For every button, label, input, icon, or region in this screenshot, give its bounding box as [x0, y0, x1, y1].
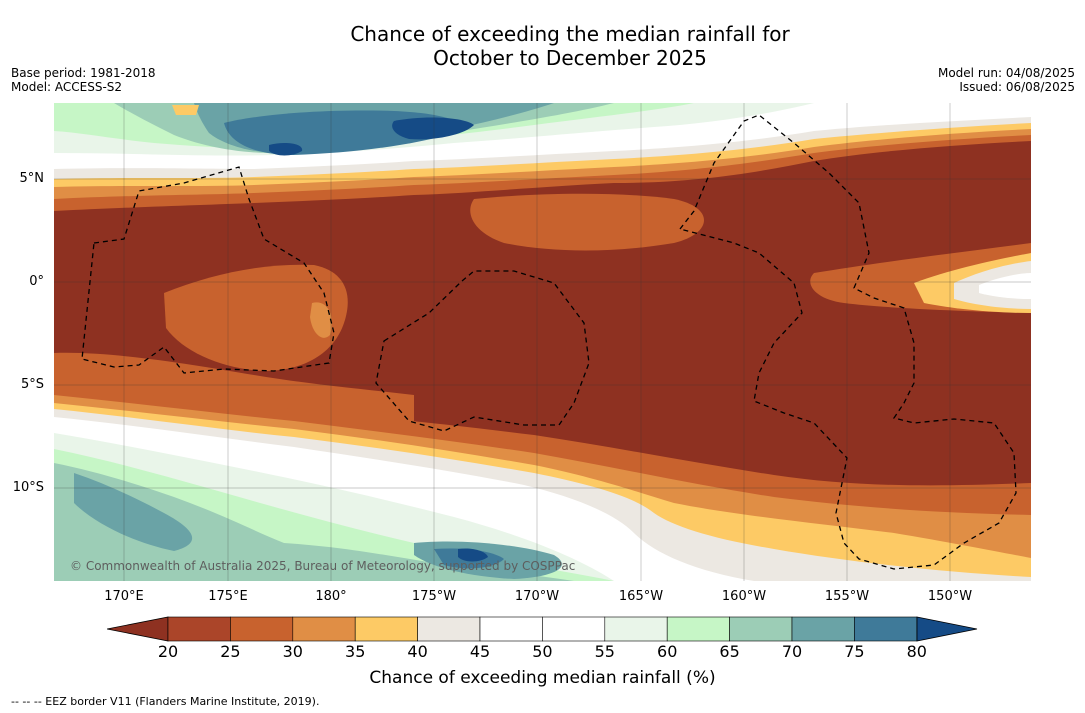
lon-label-165w: 165°W: [618, 589, 664, 604]
colorbar-tick-label: 55: [594, 642, 615, 661]
colorbar-segment: [292, 616, 356, 642]
colorbar-segments: [167, 616, 918, 642]
colorbar-segment: [666, 616, 730, 642]
colorbar-tick-label: 35: [345, 642, 366, 661]
mid-orange-patch-5: [310, 302, 332, 338]
lat-label-5n: 5°N: [19, 171, 45, 186]
title-line-2: October to December 2025: [433, 46, 707, 70]
title-line-1: Chance of exceeding the median rainfall …: [350, 22, 790, 46]
colorbar-segment: [542, 616, 606, 642]
lon-label-175e: 175°E: [208, 589, 248, 604]
mid-orange-patch-2: [470, 193, 704, 251]
colorbar-tick-label: 45: [469, 642, 491, 661]
south-band-sea-green: [54, 463, 574, 581]
mid-orange-patch-1: [164, 264, 348, 371]
eez-border-phoenix: [375, 270, 590, 432]
meta-right: Model run: 04/08/2025 Issued: 06/08/2025: [938, 66, 1075, 94]
eez-border-tuvalu: [81, 166, 335, 374]
colorbar-under-arrow: [107, 616, 169, 642]
lat-label-5s: 5°S: [20, 377, 44, 392]
colorbar-segment: [417, 616, 481, 642]
eez-legend-note: -- -- -- EEZ border V11 (Flanders Marine…: [11, 695, 320, 708]
base-period: Base period: 1981-2018: [11, 66, 156, 80]
meta-left: Base period: 1981-2018 Model: ACCESS-S2: [11, 66, 156, 94]
colorbar-tick-label: 70: [781, 642, 803, 661]
colorbar-tick-label: 50: [532, 642, 553, 661]
mid-orange-patch-3: [54, 352, 414, 423]
lon-label-180: 180°: [315, 589, 347, 604]
eez-border-line-islands: [678, 114, 1017, 570]
map-copyright: © Commonwealth of Australia 2025, Bureau…: [70, 559, 576, 573]
mid-white-patch: [979, 273, 1031, 299]
north-band-dark-blue: [392, 117, 474, 140]
colorbar-tick-label: 60: [657, 642, 678, 661]
colorbar-segment: [791, 616, 855, 642]
colorbar-tick-label: 30: [282, 642, 303, 661]
colorbar-tick-label: 20: [157, 642, 179, 661]
issued-date: Issued: 06/08/2025: [959, 80, 1075, 94]
model-name: Model: ACCESS-S2: [11, 80, 123, 94]
colorbar-tick-label: 80: [906, 642, 927, 661]
colorbar-tick-label: 25: [220, 642, 241, 661]
map-svg: [54, 103, 1031, 581]
colorbar-segment: [604, 616, 668, 642]
colorbar-tick-label: 65: [719, 642, 740, 661]
colorbar-label: Chance of exceeding median rainfall (%): [369, 668, 716, 688]
map-gridlines: [54, 103, 1031, 581]
lon-label-155w: 155°W: [824, 589, 870, 604]
lon-label-170w: 170°W: [514, 589, 560, 604]
colorbar-segment: [729, 616, 793, 642]
colorbar-tick-label: 40: [407, 642, 428, 661]
rainfall-map[interactable]: © Commonwealth of Australia 2025, Bureau…: [54, 103, 1031, 581]
lat-label-10s: 10°S: [12, 480, 44, 495]
colorbar-segment: [479, 616, 543, 642]
lon-label-170e: 170°E: [104, 589, 144, 604]
colorbar-segment: [230, 616, 294, 642]
colorbar-tick-label: 75: [844, 642, 865, 661]
north-band-yellow-patch: [172, 105, 199, 115]
south-band-teal: [74, 473, 193, 551]
lon-label-175w: 175°W: [411, 589, 457, 604]
colorbar-segment: [167, 616, 231, 642]
colorbar-segment: [354, 616, 418, 642]
model-run: Model run: 04/08/2025: [937, 66, 1075, 80]
north-band-dark-blue-2: [269, 143, 303, 156]
south-band-dark-blue: [458, 548, 488, 562]
lat-label-0: 0°: [29, 274, 44, 289]
eez-borders: [81, 114, 1017, 570]
colorbar-segment: [854, 616, 918, 642]
lon-label-160w: 160°W: [721, 589, 767, 604]
colorbar-over-arrow: [916, 616, 978, 642]
map-title: Chance of exceeding the median rainfall …: [0, 22, 1085, 70]
colorbar: [107, 616, 978, 642]
lon-label-150w: 150°W: [927, 589, 973, 604]
